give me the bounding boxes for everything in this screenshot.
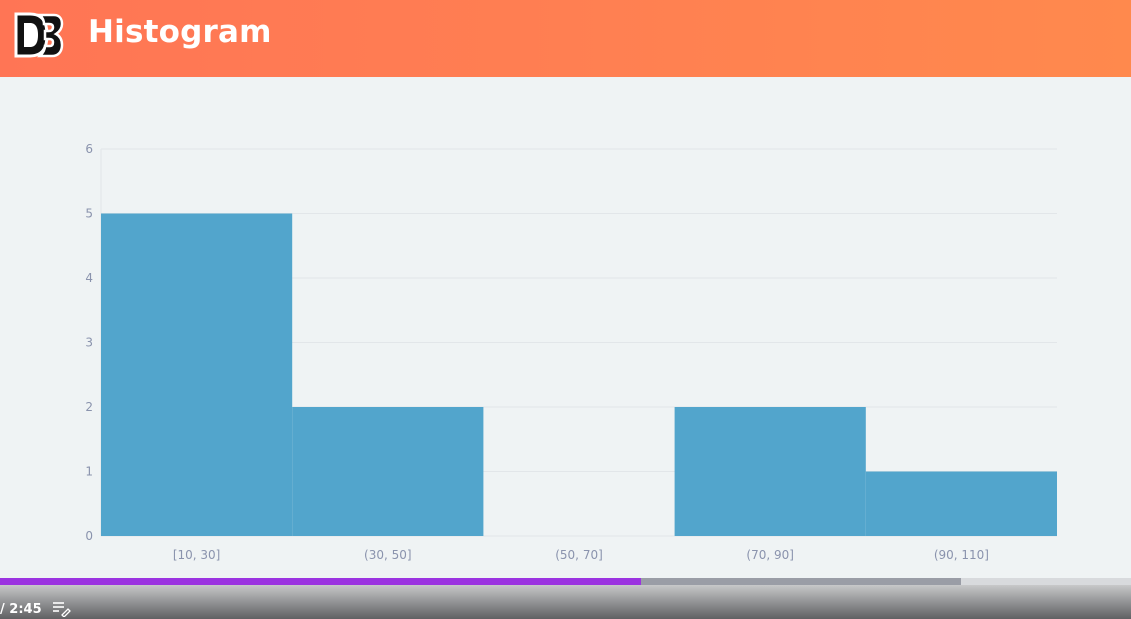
header-bar: Histogram: [0, 0, 1131, 77]
y-tick-label: 3: [85, 336, 93, 350]
histogram-bar: [674, 407, 866, 536]
page-title: Histogram: [88, 14, 272, 50]
d3-logo-icon: [14, 12, 64, 58]
histogram-bar: [865, 471, 1057, 536]
y-tick-label: 5: [85, 207, 93, 221]
bars: [101, 213, 1057, 536]
y-tick-label: 6: [85, 142, 93, 156]
histogram-bar: [292, 407, 484, 536]
x-tick-label: (70, 90]: [746, 548, 794, 562]
time-display: / 2:45: [0, 602, 42, 617]
x-tick-label: (30, 50]: [364, 548, 412, 562]
y-tick-label: 1: [85, 465, 93, 479]
played-progress: [0, 578, 642, 585]
playlist-edit-icon[interactable]: [52, 601, 72, 617]
x-axis-ticks: [10, 30] (30, 50] (50, 70] (70, 90] (90, 110…: [173, 548, 989, 562]
x-tick-label: (90, 110]: [934, 548, 989, 562]
histogram-chart: 0 1 2 3 4 5 6 [10, 30] (30, 50] (50, 70] (70, 90]…: [85, 142, 1057, 562]
player-control-bar: / 2:45: [0, 585, 1131, 619]
y-axis-ticks: 0 1 2 3 4 5 6: [85, 142, 93, 543]
x-tick-label: (50, 70]: [555, 548, 603, 562]
histogram-bar: [101, 213, 293, 536]
video-progress-bar[interactable]: [0, 578, 1131, 585]
y-tick-label: 0: [85, 529, 93, 543]
y-tick-label: 4: [85, 271, 93, 285]
y-tick-label: 2: [85, 400, 93, 414]
x-tick-label: [10, 30]: [173, 548, 221, 562]
